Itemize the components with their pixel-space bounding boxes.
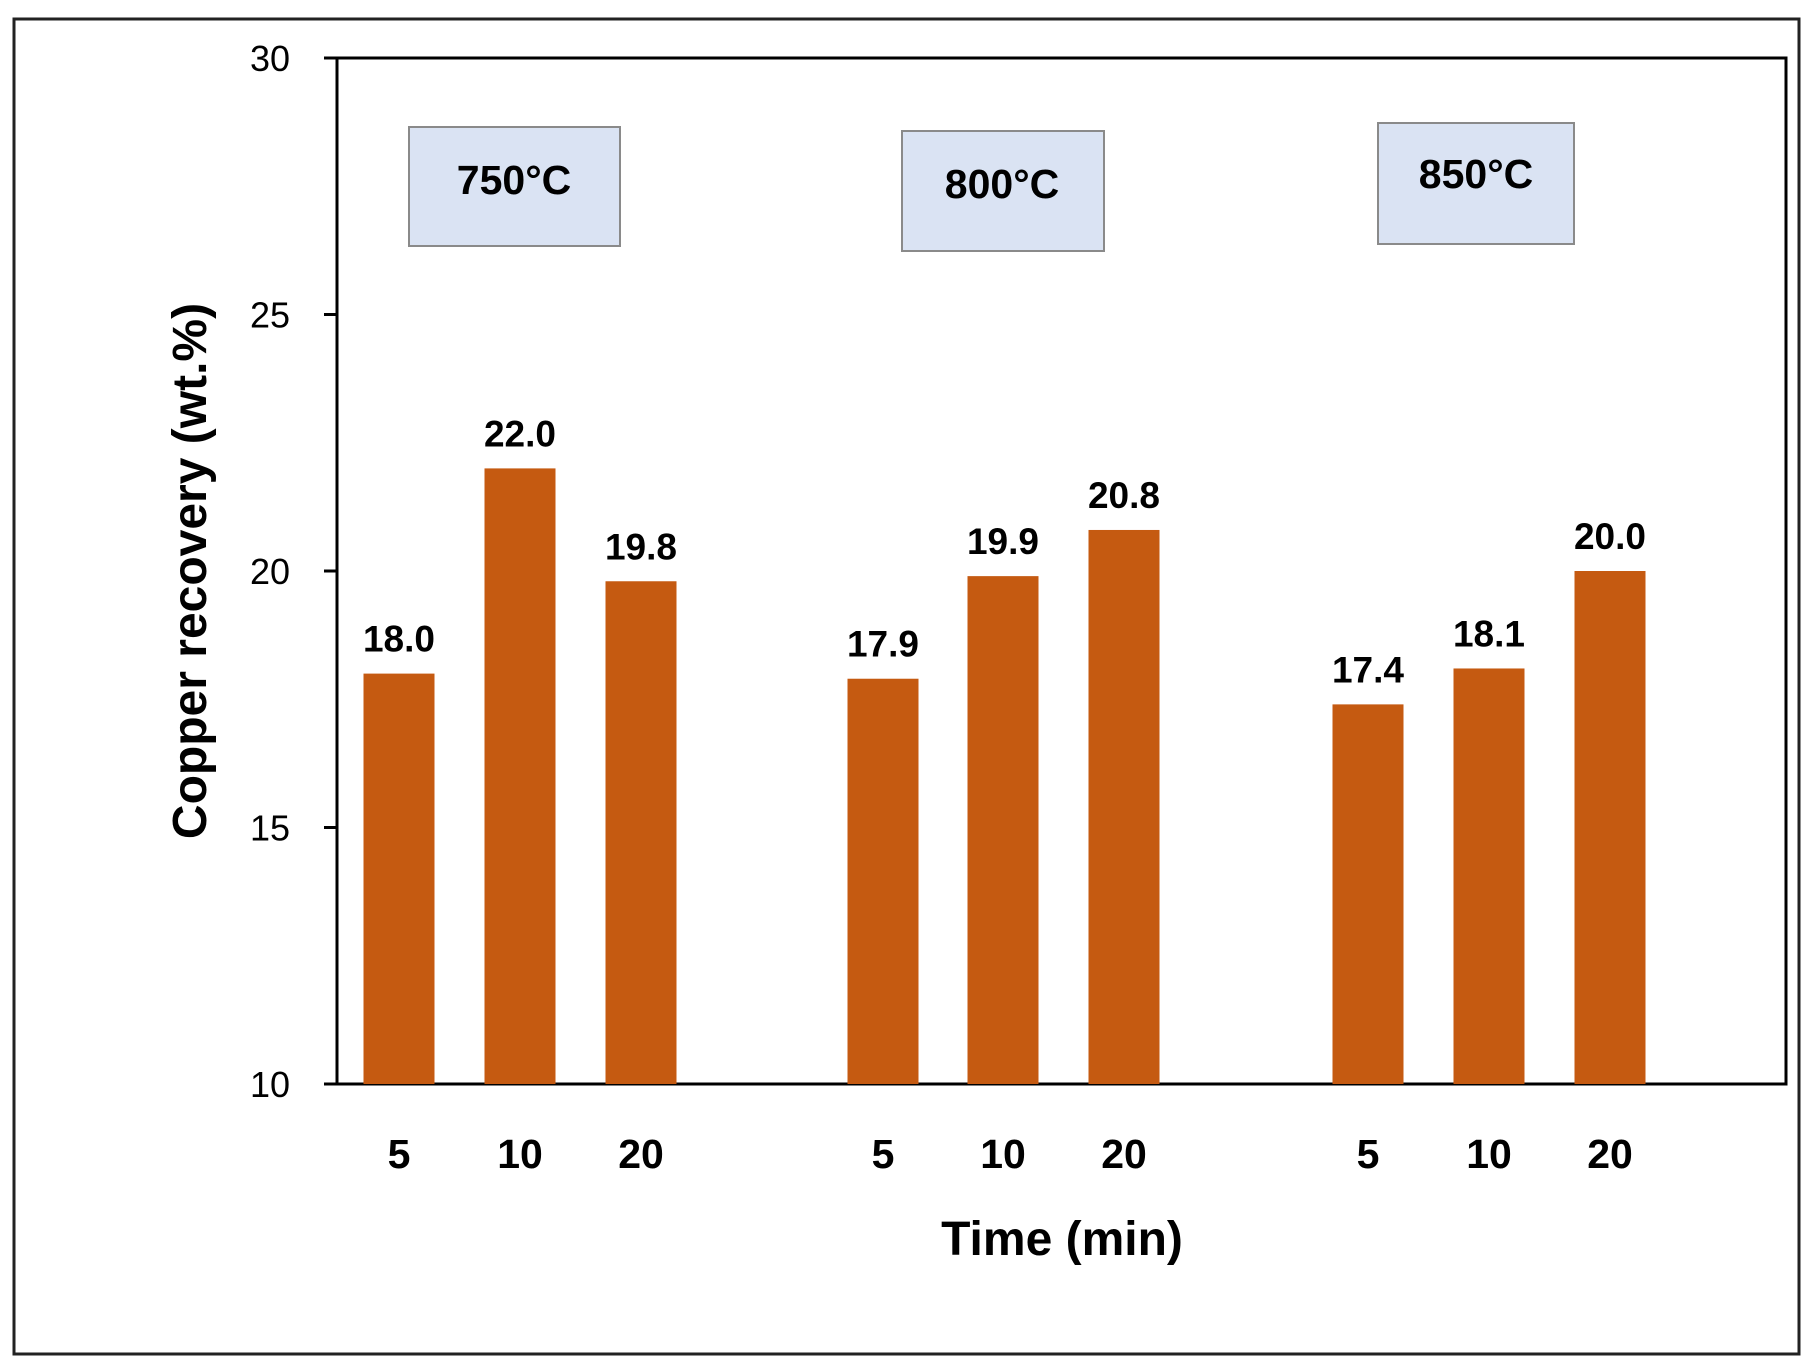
- y-tick-label-20: 20: [250, 551, 290, 592]
- group-label-box-750°C: [408, 126, 621, 247]
- x-category-label-850°C-10: 10: [1466, 1131, 1512, 1177]
- group-label-boxes: 750°C 800°C 850°C: [408, 122, 1575, 252]
- x-category-label-750°C-20: 20: [618, 1131, 664, 1177]
- bar-850°C-10min: [1453, 668, 1525, 1084]
- bar-800°C-20min: [1088, 529, 1160, 1084]
- x-category-label-750°C-10: 10: [497, 1131, 543, 1177]
- x-category-label-850°C-5: 5: [1357, 1131, 1380, 1177]
- x-axis-categories: 5 10 20 5 10 20 5 10 20: [388, 1131, 1633, 1177]
- x-category-label-800°C-5: 5: [872, 1131, 895, 1177]
- bar-850°C-5min: [1332, 704, 1404, 1084]
- x-category-label-750°C-5: 5: [388, 1131, 411, 1177]
- group-label-750°C: 750°C: [457, 157, 571, 203]
- bar-800°C-10min: [967, 576, 1039, 1084]
- bar-800°C-5min: [847, 678, 919, 1084]
- data-label-800°C-5min: 17.9: [847, 624, 919, 665]
- group-label-800°C: 800°C: [945, 161, 1059, 207]
- y-axis: 10 15 20 25 30: [250, 38, 337, 1105]
- x-category-label-800°C-20: 20: [1101, 1131, 1147, 1177]
- y-tick-label-25: 25: [250, 295, 290, 336]
- data-label-750°C-5min: 18.0: [363, 619, 435, 660]
- bars-layer: [363, 468, 1646, 1084]
- bar-850°C-20min: [1574, 571, 1646, 1084]
- data-label-850°C-10min: 18.1: [1453, 613, 1525, 654]
- group-label-850°C: 850°C: [1419, 151, 1533, 197]
- y-tick-label-30: 30: [250, 38, 290, 79]
- bar-750°C-20min: [605, 581, 677, 1084]
- y-axis-label: Copper recovery (wt.%): [164, 303, 217, 839]
- figure-frame: [12, 17, 1801, 1356]
- data-label-850°C-20min: 20.0: [1574, 516, 1646, 557]
- bar-750°C-10min: [484, 468, 556, 1084]
- y-tick-label-15: 15: [250, 808, 290, 849]
- data-label-850°C-5min: 17.4: [1332, 649, 1404, 690]
- data-label-800°C-10min: 19.9: [967, 521, 1039, 562]
- x-category-label-850°C-20: 20: [1587, 1131, 1633, 1177]
- data-label-750°C-10min: 22.0: [484, 413, 556, 454]
- x-axis-label: Time (min): [941, 1213, 1183, 1266]
- x-category-label-800°C-10: 10: [980, 1131, 1026, 1177]
- data-labels-layer: 18.0 22.0 19.8 17.9 19.9 20.8 17.4 18.1 20.0: [363, 413, 1646, 690]
- group-label-box-800°C: [901, 130, 1105, 252]
- y-tick-label-10: 10: [250, 1064, 290, 1105]
- data-label-800°C-20min: 20.8: [1088, 475, 1160, 516]
- group-label-box-850°C: [1377, 122, 1575, 245]
- bar-750°C-5min: [363, 673, 435, 1084]
- data-label-750°C-20min: 19.8: [605, 526, 677, 567]
